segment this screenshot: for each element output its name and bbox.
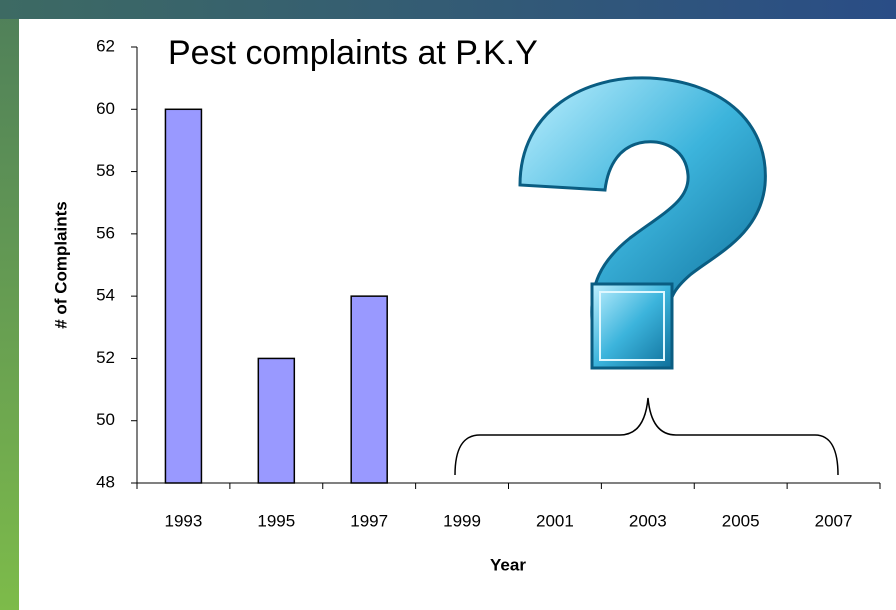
y-tick-label: 56	[96, 223, 115, 242]
y-axis-label: # of Complaints	[51, 201, 70, 329]
y-tick-label: 54	[96, 286, 115, 305]
question-mark-image	[518, 76, 767, 370]
top-band	[0, 0, 896, 19]
y-tick-label: 60	[96, 99, 115, 118]
x-tick-label: 2005	[722, 511, 760, 530]
y-tick-label: 62	[96, 36, 115, 55]
y-tick-label: 48	[96, 472, 115, 491]
bar	[164, 108, 203, 484]
x-tick-label: 2001	[536, 511, 574, 530]
chart-title: Pest complaints at P.K.Y	[168, 34, 538, 72]
x-tick-label: 2007	[815, 511, 853, 530]
y-tick-label: 50	[96, 410, 115, 429]
bar	[350, 295, 388, 484]
x-tick-label: 1999	[443, 511, 481, 530]
x-tick-label: 1993	[165, 511, 203, 530]
x-tick-label: 2003	[629, 511, 667, 530]
brace	[454, 397, 839, 476]
x-tick-label: 1995	[257, 511, 295, 530]
y-tick-label: 58	[96, 161, 115, 180]
x-tick-label: 1997	[350, 511, 388, 530]
bar	[257, 357, 296, 484]
y-tick-label: 52	[96, 348, 115, 367]
x-axis-label: Year	[490, 555, 526, 574]
